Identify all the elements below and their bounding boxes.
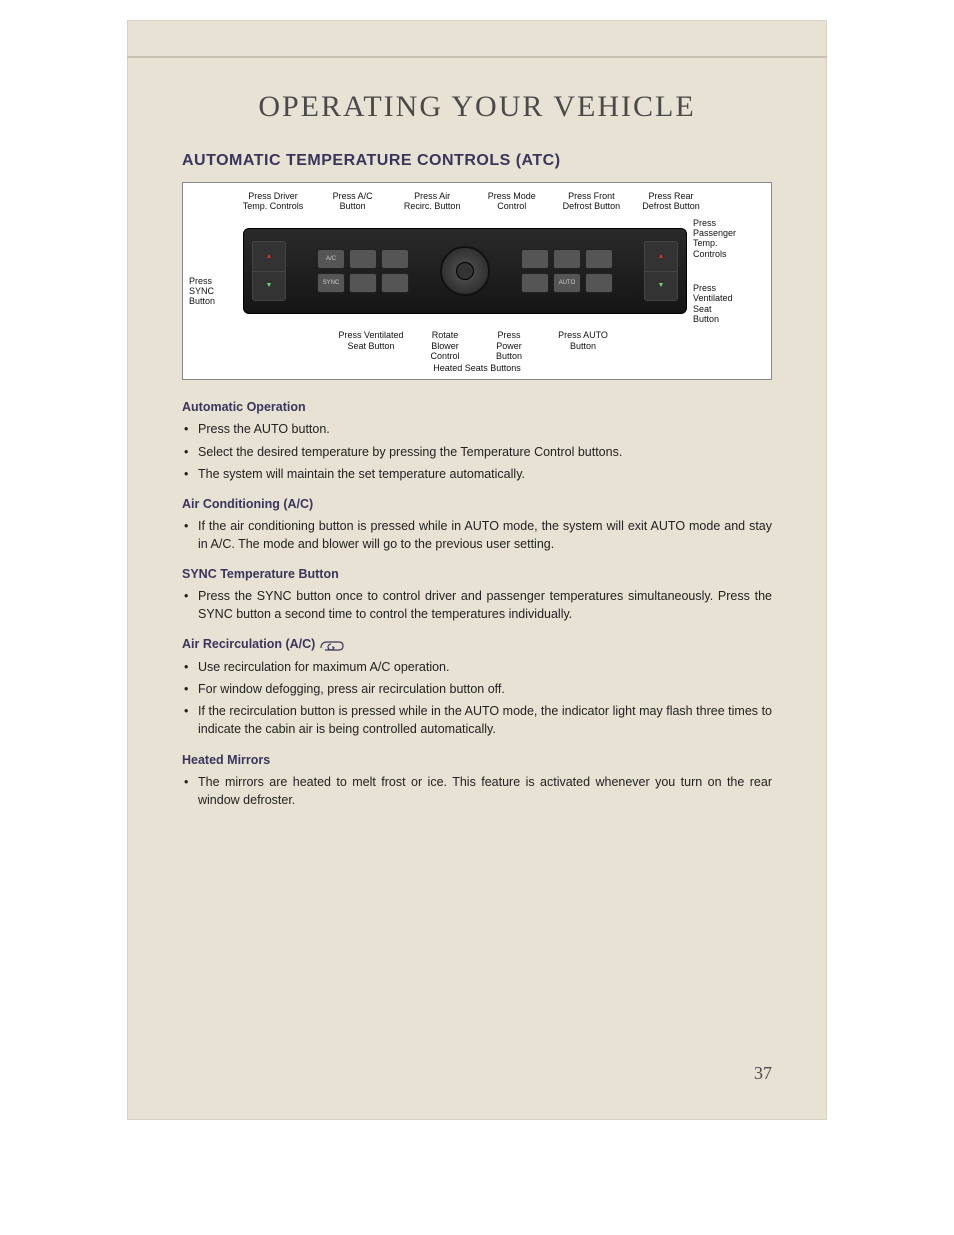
panel-button-grid-right: AUTO: [521, 249, 613, 293]
bullet-item: If the recirculation button is pressed w…: [198, 702, 772, 738]
panel-button: A/C: [317, 249, 345, 269]
diagram-label: PressPowerButton: [479, 330, 539, 361]
climate-panel: ▲ ▼ A/C SYNC AUTO ▲ ▼: [243, 228, 687, 314]
bullet-item: Use recirculation for maximum A/C operat…: [198, 658, 772, 676]
subsection-heading: Air Conditioning (A/C): [182, 497, 772, 511]
driver-temp-down-icon: ▼: [253, 272, 285, 301]
bullet-item: The mirrors are heated to melt frost or …: [198, 773, 772, 809]
diagram-label: RotateBlowerControl: [415, 330, 475, 361]
bullet-list: Press the SYNC button once to control dr…: [182, 587, 772, 623]
subsection-heading: Automatic Operation: [182, 400, 772, 414]
panel-button: [381, 249, 409, 269]
atc-diagram: Press DriverTemp. Controls Press A/CButto…: [182, 182, 772, 380]
bullet-item: Select the desired temperature by pressi…: [198, 443, 772, 461]
panel-button: SYNC: [317, 273, 345, 293]
bullet-item: The system will maintain the set tempera…: [198, 465, 772, 483]
bullet-item: Press the AUTO button.: [198, 420, 772, 438]
diagram-right-labels: PressPassengerTemp.Controls PressVentilat…: [693, 218, 765, 325]
diagram-left-labels: PressSYNCButton: [189, 236, 237, 307]
panel-button: [521, 273, 549, 293]
diagram-top-labels: Press DriverTemp. Controls Press A/CButto…: [239, 191, 705, 212]
diagram-label: PressVentilatedSeatButton: [693, 283, 763, 324]
diagram-bottom-labels: Press VentilatedSeat ButtonRotateBlowerC…: [219, 330, 735, 361]
heated-seats-caption: Heated Seats Buttons: [189, 363, 765, 373]
panel-button: [553, 249, 581, 269]
bullet-item: If the air conditioning button is presse…: [198, 517, 772, 553]
bullet-list: If the air conditioning button is presse…: [182, 517, 772, 553]
page-number: 37: [754, 1063, 772, 1084]
driver-temp-rocker: ▲ ▼: [252, 241, 286, 301]
diagram-label: Press ModeControl: [478, 191, 546, 212]
panel-button: [585, 273, 613, 293]
bullet-item: Press the SYNC button once to control dr…: [198, 587, 772, 623]
driver-temp-up-icon: ▲: [253, 242, 285, 272]
page-title: OPERATING YOUR VEHICLE: [182, 90, 772, 124]
panel-button: [521, 249, 549, 269]
panel-button-grid-left: A/C SYNC: [317, 249, 409, 293]
recirculation-icon: [319, 638, 345, 652]
passenger-temp-rocker: ▲ ▼: [644, 241, 678, 301]
panel-button: [349, 273, 377, 293]
diagram-label: Press VentilatedSeat Button: [331, 330, 411, 361]
section-heading: AUTOMATIC TEMPERATURE CONTROLS (ATC): [182, 152, 772, 170]
bullet-list: The mirrors are heated to melt frost or …: [182, 773, 772, 809]
subsection-heading: SYNC Temperature Button: [182, 567, 772, 581]
panel-button: [381, 273, 409, 293]
manual-page: OPERATING YOUR VEHICLE AUTOMATIC TEMPERA…: [127, 20, 827, 1120]
panel-button: [349, 249, 377, 269]
diagram-label: Press AirRecirc. Button: [398, 191, 466, 212]
panel-button: AUTO: [553, 273, 581, 293]
subsection-heading: Air Recirculation (A/C): [182, 637, 772, 652]
diagram-label: Press FrontDefrost Button: [557, 191, 625, 212]
bullet-item: For window defogging, press air recircul…: [198, 680, 772, 698]
blower-dial-icon: [440, 246, 490, 296]
diagram-label: Press DriverTemp. Controls: [239, 191, 307, 212]
body-sections: Automatic Operation Press the AUTO button…: [182, 400, 772, 808]
bullet-list: Press the AUTO button. Select the desired…: [182, 420, 772, 482]
panel-button: [585, 249, 613, 269]
subsection-heading: Heated Mirrors: [182, 753, 772, 767]
diagram-label: Press AUTOButton: [543, 330, 623, 361]
diagram-label: PressPassengerTemp.Controls: [693, 218, 763, 259]
diagram-label: Press A/CButton: [319, 191, 387, 212]
diagram-middle: PressSYNCButton ▲ ▼ A/C SYNC AUTO ▲ ▼ Pre…: [189, 218, 765, 325]
passenger-temp-down-icon: ▼: [645, 272, 677, 301]
bullet-list: Use recirculation for maximum A/C operat…: [182, 658, 772, 739]
diagram-label: Press RearDefrost Button: [637, 191, 705, 212]
passenger-temp-up-icon: ▲: [645, 242, 677, 272]
